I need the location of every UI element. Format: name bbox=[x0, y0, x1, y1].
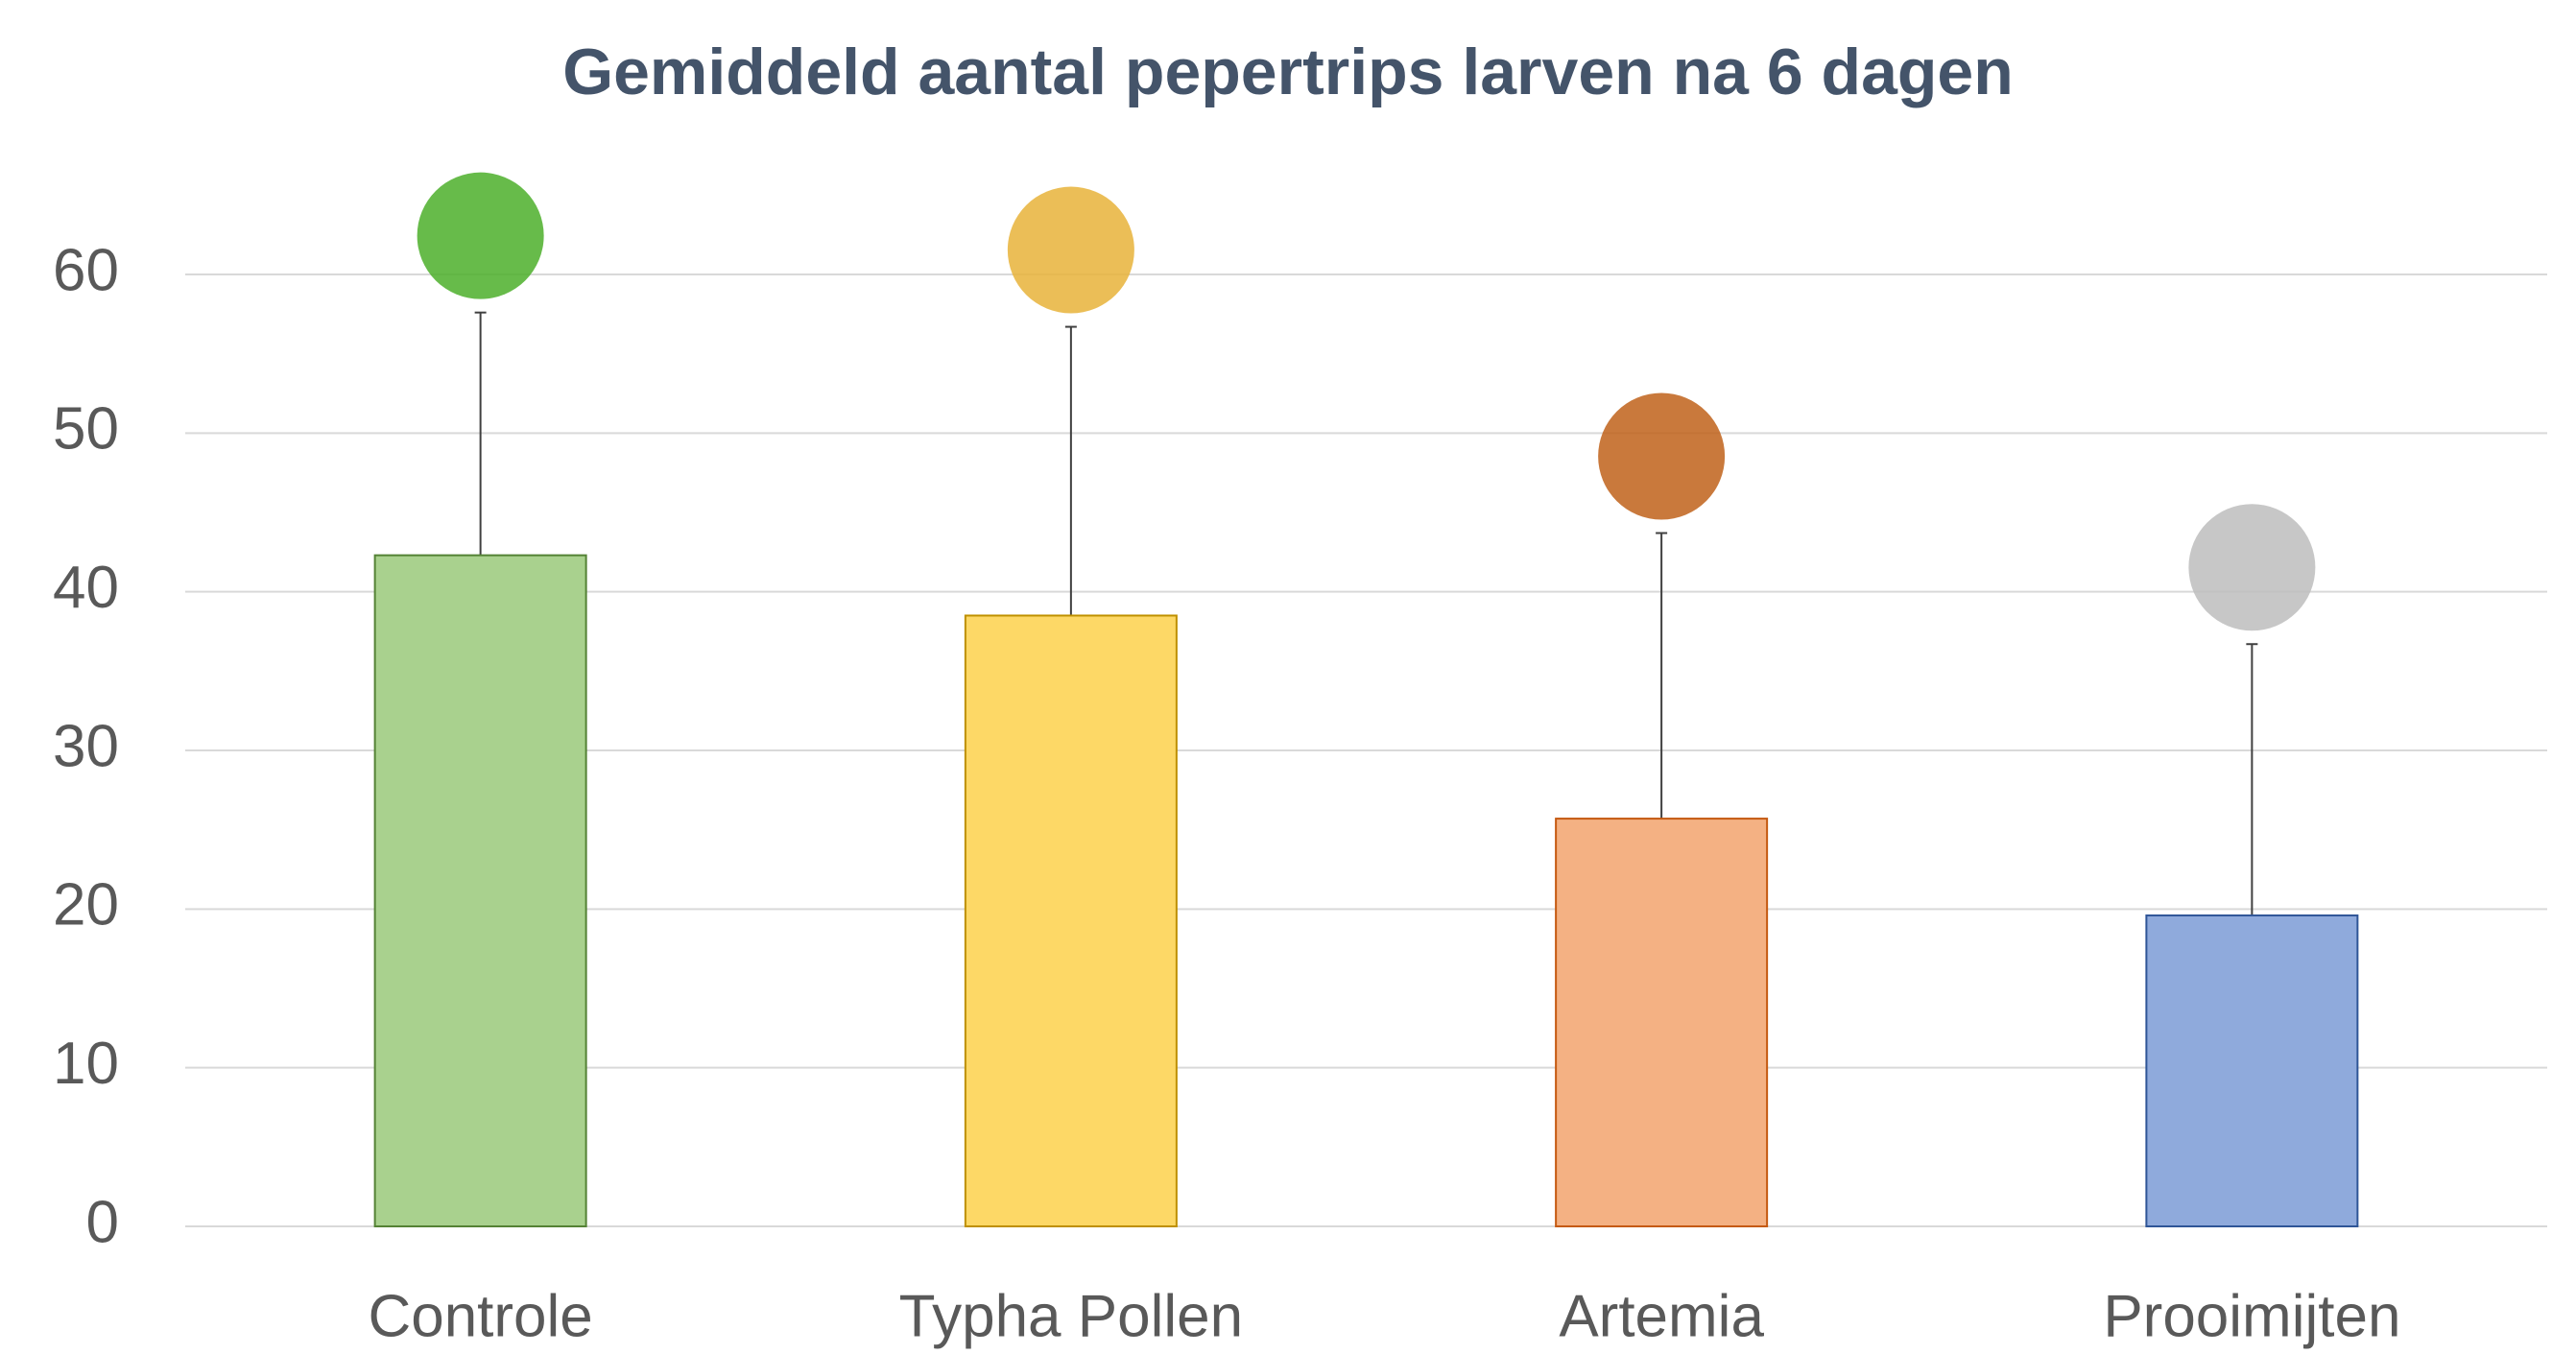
y-tick-label: 60 bbox=[53, 237, 119, 303]
icon bbox=[417, 173, 544, 299]
icon bbox=[2188, 504, 2315, 630]
x-tick-label: Typha Pollen bbox=[899, 1283, 1243, 1349]
x-tick-label: Artemia bbox=[1559, 1283, 1764, 1349]
x-tick-label: Prooimijten bbox=[2103, 1283, 2400, 1349]
x-tick-label: Controle bbox=[368, 1283, 592, 1349]
icon bbox=[1598, 392, 1725, 519]
chart-title: Gemiddeld aantal pepertrips larven na 6 … bbox=[562, 36, 2014, 108]
bar bbox=[1556, 819, 1767, 1226]
icon bbox=[1008, 187, 1134, 314]
bar bbox=[2146, 915, 2357, 1226]
bar bbox=[375, 556, 586, 1226]
y-tick-label: 10 bbox=[53, 1031, 119, 1097]
y-tick-label: 30 bbox=[53, 713, 119, 779]
bar bbox=[966, 615, 1177, 1226]
chart: Gemiddeld aantal pepertrips larven na 6 … bbox=[0, 0, 2576, 1354]
y-tick-label: 20 bbox=[53, 872, 119, 938]
y-tick-label: 0 bbox=[86, 1189, 119, 1255]
y-tick-label: 40 bbox=[53, 555, 119, 621]
y-tick-label: 50 bbox=[53, 396, 119, 463]
